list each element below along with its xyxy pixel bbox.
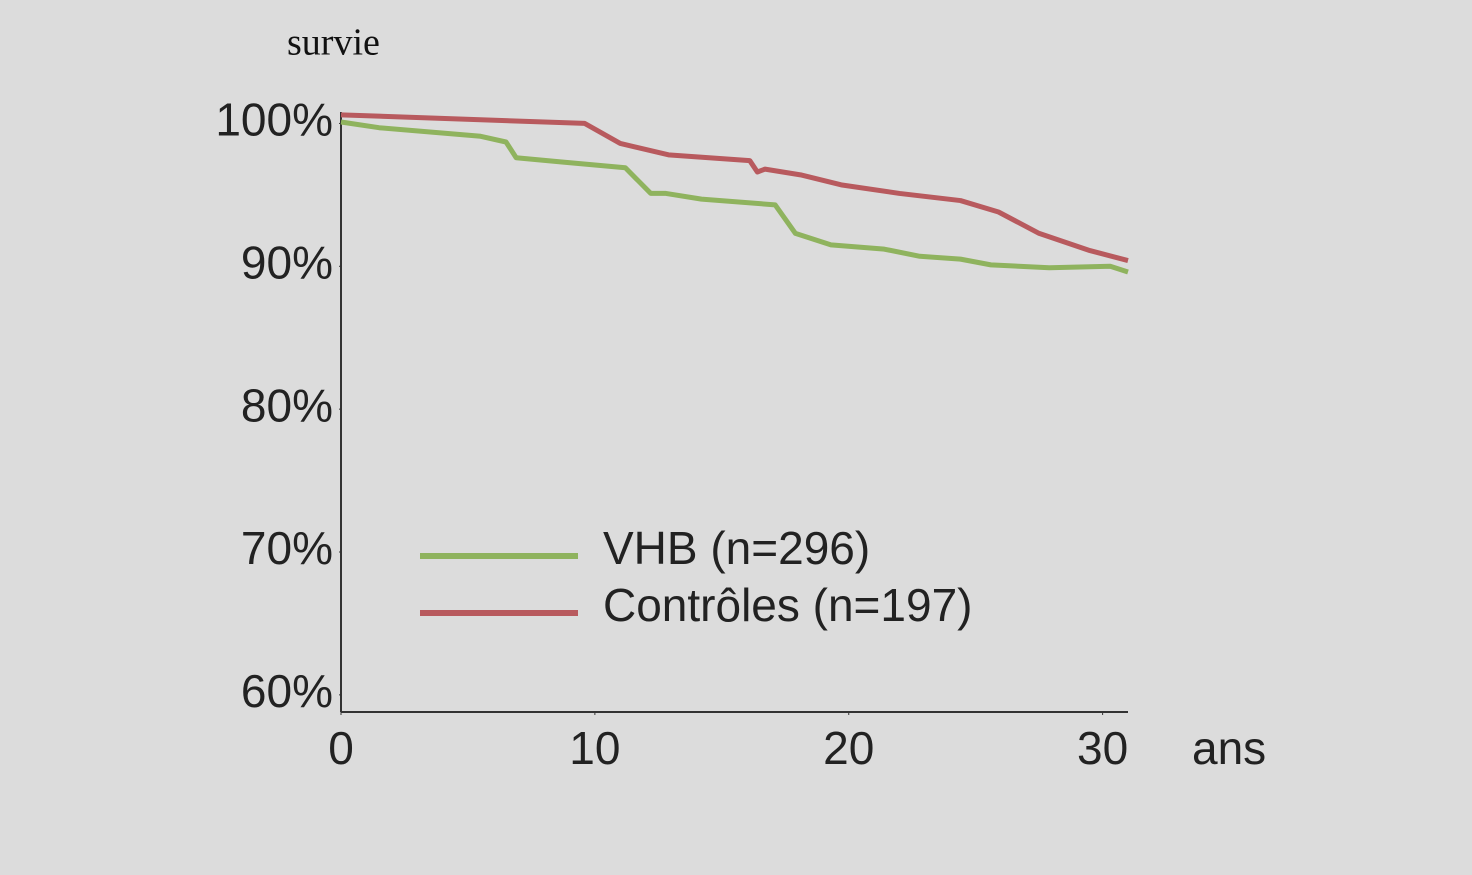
x-tick-label: 0	[328, 722, 354, 774]
series-line	[340, 119, 1129, 275]
y-tick-label: 70%	[241, 522, 333, 574]
x-tick-label: 20	[823, 722, 874, 774]
y-tick-label: 90%	[241, 236, 333, 288]
y-axis-label: survie	[287, 22, 380, 64]
x-tick-label: 10	[569, 722, 620, 774]
series-line	[340, 112, 1129, 263]
legend-label: Contrôles (n=197)	[603, 579, 972, 631]
y-tick-label: 80%	[241, 379, 333, 431]
y-tick-label: 100%	[215, 94, 333, 146]
legend-label: VHB (n=296)	[603, 522, 870, 574]
y-tick-label: 60%	[241, 665, 333, 717]
x-tick-label: 30	[1077, 722, 1128, 774]
x-axis-label: ans	[1192, 722, 1266, 774]
